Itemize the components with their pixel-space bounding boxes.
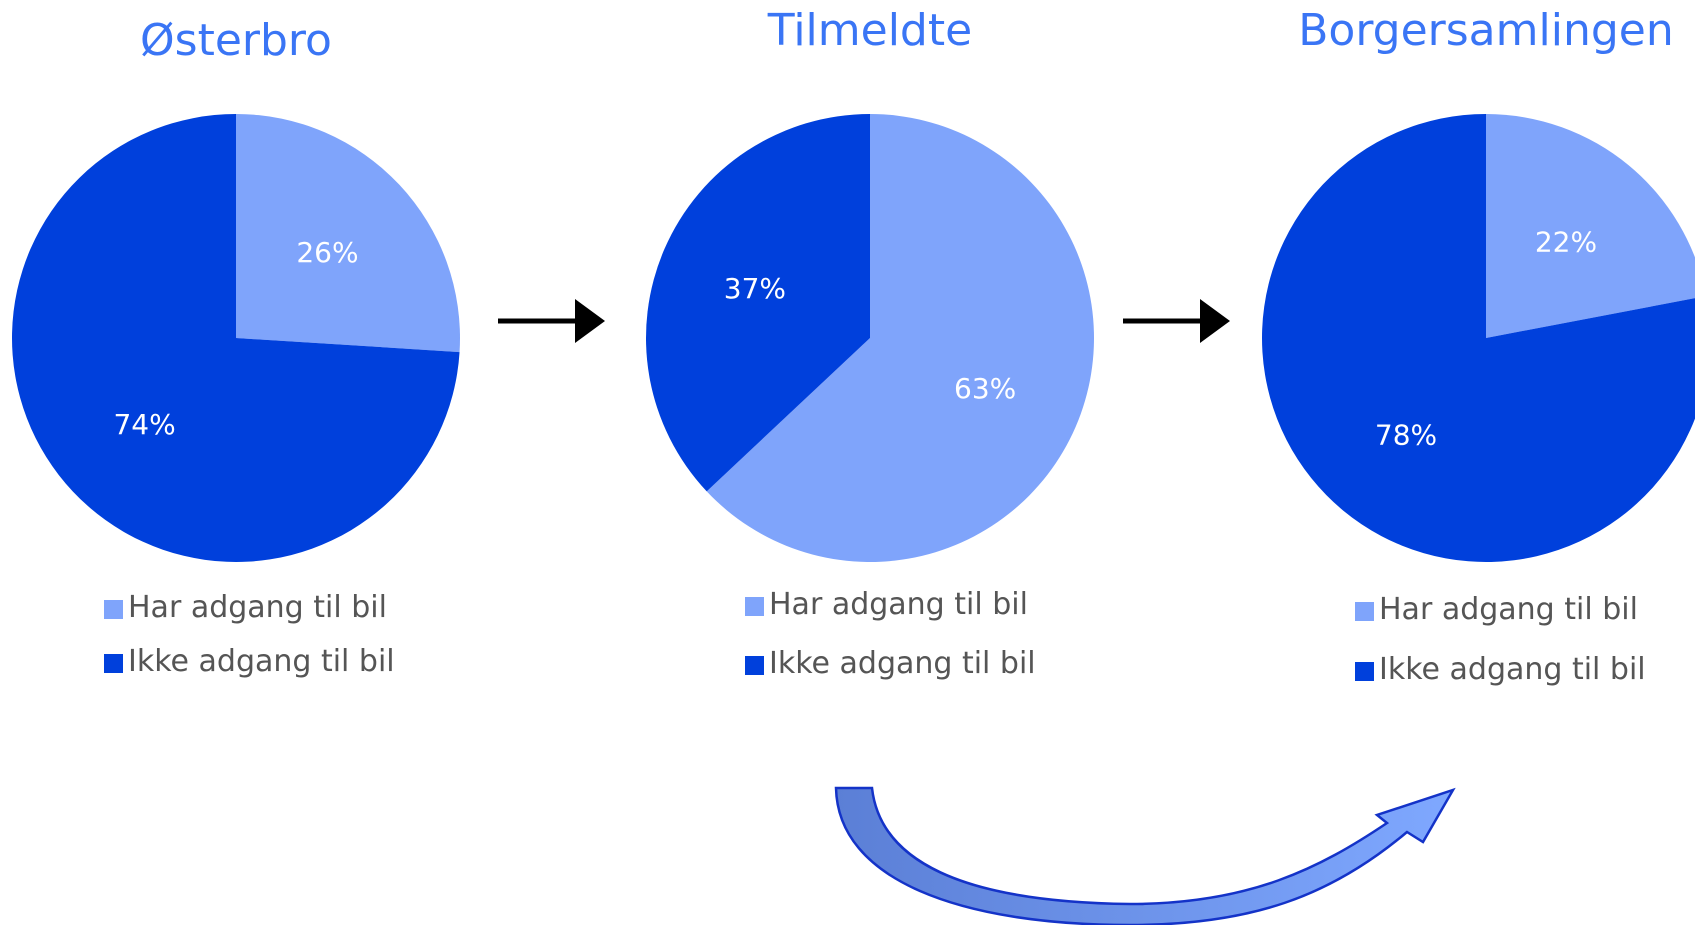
pie-chart-borgersamlingen: 22% 78% Borgersamlingen Har adgang til bil I…	[1262, 5, 1695, 687]
pie-slice-ikke-adgang	[646, 114, 870, 492]
legend-swatch-ikke-adgang	[1355, 662, 1374, 681]
legend-swatch-ikke-adgang	[745, 656, 764, 675]
legend-label-ikke-adgang: Ikke adgang til bil	[769, 646, 1036, 681]
slice-data-label: 22%	[1535, 225, 1597, 258]
pie-chart-osterbro: 26% 74% Østerbro Har adgang til bil Ikke adg…	[12, 15, 460, 679]
pie-slice-har-adgang	[236, 114, 460, 353]
legend-swatch-har-adgang	[1355, 602, 1374, 621]
chart-title: Østerbro	[140, 15, 332, 66]
pie-slice-ikke-adgang	[12, 114, 460, 563]
curved-arrow-icon	[834, 786, 1456, 925]
legend-label-har-adgang: Har adgang til bil	[1379, 592, 1638, 627]
arrow-right-icon	[1123, 299, 1230, 343]
legend-label-har-adgang: Har adgang til bil	[769, 587, 1028, 622]
pie-slice-har-adgang	[1486, 114, 1695, 338]
pie-slice-har-adgang	[706, 114, 1094, 562]
slice-data-label: 74%	[113, 408, 175, 441]
legend-swatch-har-adgang	[104, 600, 123, 619]
chart-title: Tilmeldte	[767, 5, 972, 56]
legend-label-har-adgang: Har adgang til bil	[128, 590, 387, 625]
legend-swatch-ikke-adgang	[104, 654, 123, 673]
chart-title: Borgersamlingen	[1298, 5, 1673, 56]
slice-data-label: 63%	[954, 372, 1016, 405]
slice-data-label: 78%	[1375, 419, 1437, 452]
pie-chart-tilmeldte: 63% 37% Tilmeldte Har adgang til bil Ikke ad…	[646, 5, 1094, 681]
arrow-right-icon	[498, 299, 605, 343]
slice-data-label: 26%	[296, 236, 358, 269]
pie-slice-ikke-adgang	[1262, 114, 1695, 562]
legend-swatch-har-adgang	[745, 597, 764, 616]
slice-data-label: 37%	[724, 272, 786, 305]
legend-label-ikke-adgang: Ikke adgang til bil	[128, 644, 395, 679]
legend-label-ikke-adgang: Ikke adgang til bil	[1379, 652, 1646, 687]
